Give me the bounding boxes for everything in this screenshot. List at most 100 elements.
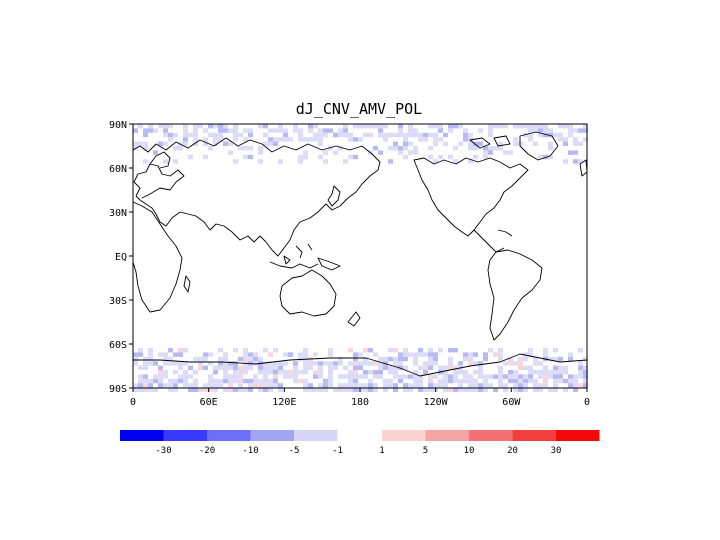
field-cell <box>373 124 378 129</box>
field-cell <box>423 365 428 370</box>
coast-japan <box>327 185 341 207</box>
field-cell <box>213 370 218 375</box>
field-cell <box>348 132 353 138</box>
field-cell <box>168 124 173 129</box>
field-cell <box>443 141 448 146</box>
field-cell <box>218 132 223 138</box>
field-cell <box>258 387 263 392</box>
field-cell <box>328 146 333 151</box>
field-cell <box>438 348 443 353</box>
field-cell <box>498 370 503 375</box>
field-cell <box>188 374 193 379</box>
field-cell <box>578 370 583 375</box>
field-cell <box>368 348 373 353</box>
field-cell <box>283 137 288 142</box>
colorbar-label: 5 <box>423 446 428 456</box>
lat-tick-label: 90S <box>109 384 127 395</box>
coastlines <box>132 131 588 377</box>
coast-central-america <box>473 229 513 253</box>
field-cell <box>258 378 263 384</box>
field-cell <box>138 124 143 129</box>
field-cell <box>498 378 503 384</box>
lat-tick-label: 90N <box>109 120 127 131</box>
field-cell <box>558 370 563 375</box>
field-cell <box>568 383 573 388</box>
field-cell <box>438 378 443 384</box>
field-cell <box>378 374 383 379</box>
colorbar-swatch-positive <box>469 430 513 441</box>
field-cell <box>343 124 348 129</box>
field-cell <box>448 374 453 379</box>
field-cell <box>398 378 403 384</box>
field-cell <box>423 137 428 142</box>
field-cell <box>158 378 163 384</box>
field-cell <box>173 146 178 151</box>
field-cell <box>143 128 148 133</box>
field-cell <box>538 361 543 366</box>
field-cell <box>388 146 393 151</box>
field-cell <box>453 159 458 164</box>
field-cell <box>453 378 458 384</box>
field-cell <box>243 378 248 384</box>
colorbar-swatch-positive <box>425 430 469 441</box>
field-cell <box>348 137 353 142</box>
field-cell <box>448 154 453 160</box>
field-cell <box>568 132 573 138</box>
field-cell <box>398 150 403 155</box>
field-cell <box>148 361 153 366</box>
field-cell <box>138 352 143 357</box>
field-cell <box>463 132 468 138</box>
field-cell <box>498 365 503 370</box>
field-cell <box>268 141 273 146</box>
field-cell <box>348 361 353 366</box>
field-cell <box>303 137 308 142</box>
field-cell <box>533 387 538 392</box>
field-cell <box>488 348 493 353</box>
field-cell <box>343 374 348 379</box>
field-cell <box>473 141 478 146</box>
colorbar-label: -30 <box>155 446 171 456</box>
field-cell <box>378 132 383 138</box>
field-cell <box>468 159 473 164</box>
field-cell <box>518 141 523 146</box>
field-cell <box>233 137 238 142</box>
field-cell <box>173 132 178 138</box>
field-cell <box>483 374 488 379</box>
field-cell <box>463 356 468 362</box>
field-cell <box>443 365 448 370</box>
field-cell <box>388 348 393 353</box>
field-cell <box>203 383 208 388</box>
field-cell <box>478 374 483 379</box>
field-cell <box>458 370 463 375</box>
field-cell <box>288 374 293 379</box>
field-cell <box>268 378 273 384</box>
field-cell <box>433 137 438 142</box>
field-cell <box>453 146 458 151</box>
field-cell <box>388 356 393 362</box>
field-cell <box>368 132 373 138</box>
field-cell <box>173 378 178 384</box>
field-cell <box>233 159 238 164</box>
field-cell <box>533 356 538 362</box>
field-cell <box>178 348 183 353</box>
field-cell <box>418 374 423 379</box>
field-cell <box>333 150 338 155</box>
colorbar-swatch-negative <box>163 430 207 441</box>
field-cell <box>158 374 163 379</box>
field-cell <box>183 378 188 384</box>
field-cell <box>208 352 213 357</box>
field-cell <box>298 154 303 160</box>
field-cell <box>483 154 488 160</box>
field-cell <box>318 132 323 138</box>
coast-europe <box>133 163 185 199</box>
field-cell <box>458 383 463 388</box>
field-cell <box>298 356 303 362</box>
field-cell <box>443 370 448 375</box>
field-cell <box>318 383 323 388</box>
field-cell <box>183 141 188 146</box>
field-cell <box>358 124 363 129</box>
field-cell <box>353 374 358 379</box>
coast-north-america <box>413 157 529 237</box>
field-cell <box>518 356 523 362</box>
field-cell <box>433 132 438 138</box>
